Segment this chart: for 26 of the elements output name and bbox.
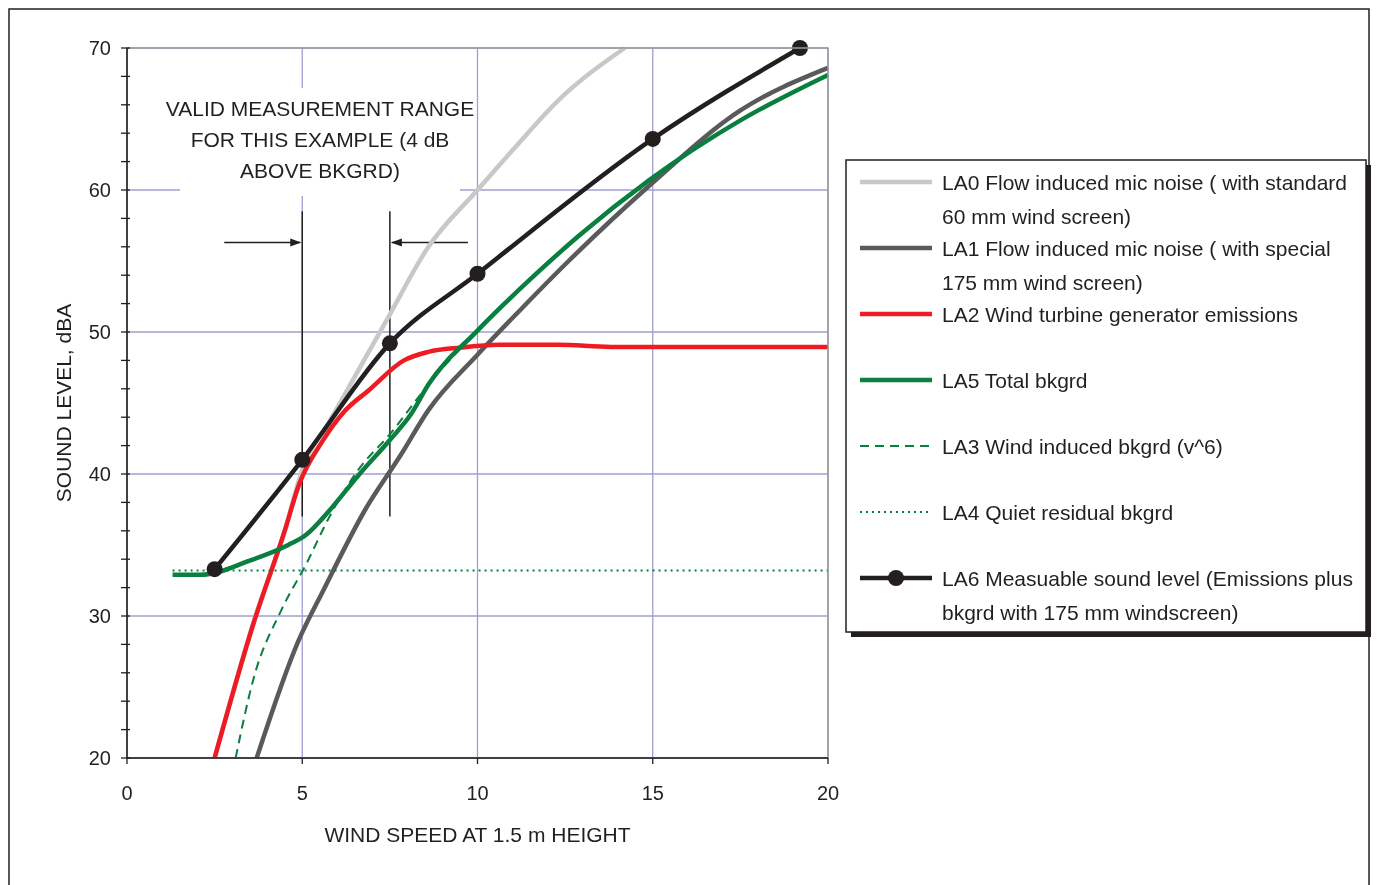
y-tick-label: 50	[88, 321, 111, 343]
x-tick-label: 0	[121, 782, 133, 804]
y-tick-label: 40	[88, 463, 111, 485]
y-tick-label: 20	[88, 747, 111, 769]
legend-label: LA2 Wind turbine generator emissions	[942, 303, 1299, 326]
y-tick-label: 70	[88, 37, 111, 59]
x-tick-label: 15	[641, 782, 664, 804]
legend-label: LA4 Quiet residual bkgrd	[942, 501, 1174, 524]
point	[469, 265, 486, 282]
x-axis-title: WIND SPEED AT 1.5 m HEIGHT	[324, 823, 631, 846]
annotation: VALID MEASUREMENT RANGE FOR THIS EXAMPLE (4 dB ABOVE BKGRD)	[165, 97, 475, 182]
y-tick-label: 30	[88, 605, 111, 627]
legend-label: LA3 Wind induced bkgrd (v^6)	[942, 435, 1223, 458]
point	[206, 561, 223, 578]
legend-label: LA6 Measuable sound level (Emissions plus bkgrd with 175 mm windscreen)	[942, 567, 1353, 624]
y-axis-title: SOUND LEVEL, dBA	[52, 303, 75, 503]
legend-label: LA0 Flow induced mic noise ( with standard 60 mm wind screen)	[942, 171, 1348, 228]
y-tick-label: 60	[88, 179, 111, 201]
x-tick-label: 10	[466, 782, 489, 804]
point	[294, 451, 311, 468]
x-tick-label: 20	[816, 782, 840, 804]
x-tick-label: 5	[296, 782, 308, 804]
point	[644, 130, 661, 147]
legend-label: LA5 Total bkgrd	[942, 369, 1088, 392]
legend-label: LA1 Flow induced mic noise ( with special 175 mm wind screen)	[942, 237, 1331, 294]
point	[381, 335, 398, 352]
